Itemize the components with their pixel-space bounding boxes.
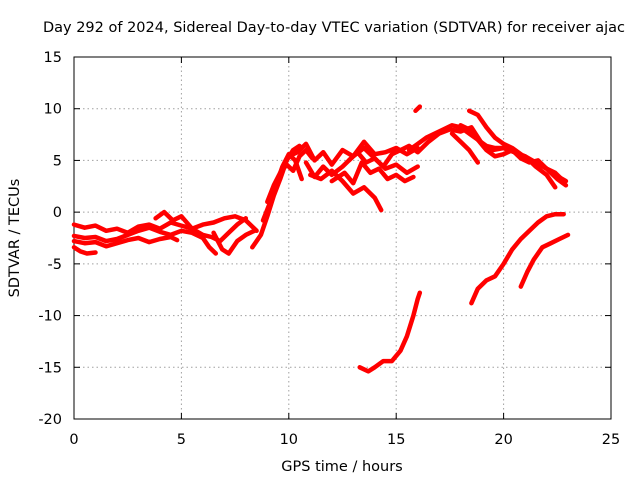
- series-line-trace-3: [71, 234, 180, 249]
- y-tick-label: 10: [44, 102, 62, 118]
- x-tick-label: 0: [69, 432, 78, 448]
- series-line-trace-10: [286, 139, 420, 167]
- x-tick-label: 25: [602, 432, 620, 448]
- series-line-trace-18: [466, 108, 566, 184]
- y-tick-label: 0: [53, 205, 62, 221]
- series-line-trace-19: [413, 104, 423, 114]
- series-line-trace-21: [469, 211, 566, 306]
- x-tick-label: 5: [177, 432, 186, 448]
- y-tick-label: -20: [38, 412, 62, 428]
- y-tick-label: -5: [48, 257, 62, 273]
- x-tick-label: 10: [280, 432, 298, 448]
- series-line-trace-4: [71, 245, 98, 256]
- series-line-trace-20: [357, 290, 423, 374]
- y-tick-label: 15: [44, 50, 62, 66]
- series-line-trace-2: [71, 225, 219, 256]
- grid-lines: [74, 57, 611, 419]
- series-line-trace-13: [329, 160, 416, 186]
- series-line-trace-5: [153, 209, 249, 244]
- y-tick-label: -10: [38, 309, 62, 325]
- y-tick-label: 5: [53, 153, 62, 169]
- x-axis-label: GPS time / hours: [281, 459, 402, 475]
- y-axis-label: SDTVAR / TECUs: [7, 179, 23, 298]
- plot-frame: [73, 56, 612, 420]
- series-line-trace-6: [211, 228, 257, 256]
- series-line-trace-12: [308, 168, 384, 213]
- y-tick-label: -15: [38, 360, 62, 376]
- x-tick-label: 20: [494, 432, 512, 448]
- series-line-trace-17: [449, 131, 481, 165]
- chart-title: Day 292 of 2024, Sidereal Day-to-day VTE…: [43, 20, 625, 36]
- series-line-trace-1: [71, 214, 259, 236]
- series-line-trace-9: [265, 147, 315, 205]
- axis-ticks: 0 5 10 15 20 25 -20 -15 -10 -5 0 5 10 15: [38, 50, 620, 448]
- x-tick-label: 15: [387, 432, 405, 448]
- series-line-trace-22: [518, 232, 571, 289]
- series-line-trace-15: [406, 123, 558, 190]
- data-series: [71, 104, 571, 374]
- series-line-trace-7: [250, 143, 302, 250]
